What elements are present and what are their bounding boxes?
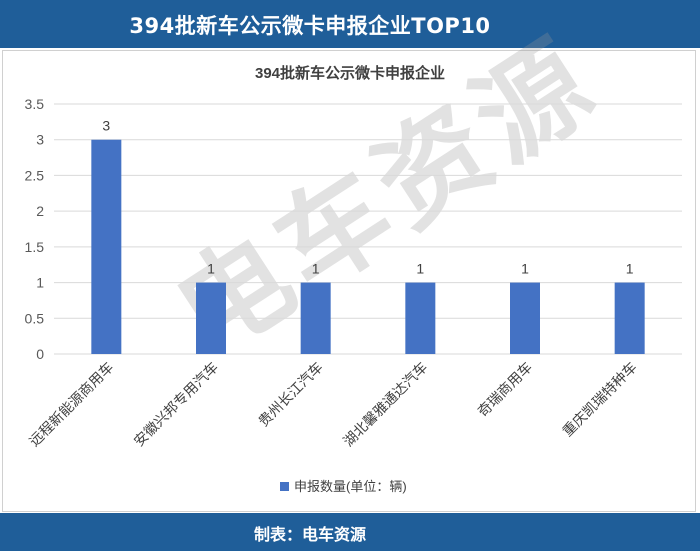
- gridlines: [54, 103, 682, 355]
- legend: 申报数量(单位：辆): [280, 479, 407, 494]
- data-labels: 3 1 1 1 1 1: [102, 118, 633, 277]
- bar: [614, 282, 645, 354]
- x-category-label: 安徽兴邦专用汽车: [131, 359, 222, 450]
- y-tick-label: 0.5: [25, 310, 45, 326]
- footer-banner: 制表：电车资源: [0, 513, 700, 551]
- y-tick-label: 2.5: [25, 167, 45, 183]
- footer-credit: 制表：电车资源: [253, 525, 366, 544]
- y-tick-label: 3: [36, 132, 44, 148]
- chart-title: 394批新车公示微卡申报企业: [255, 64, 445, 82]
- y-tick-label: 2: [36, 203, 44, 219]
- data-label: 1: [312, 261, 320, 277]
- y-axis: 0 0.5 1 1.5 2 2.5 3 3.5: [25, 96, 45, 362]
- bar: [405, 282, 436, 354]
- x-category-label: 奇瑞商用车: [474, 359, 536, 421]
- x-category-label: 远程新能源商用车: [26, 359, 117, 450]
- x-category-label: 湖北馨雅通达汽车: [340, 359, 431, 450]
- x-axis: 远程新能源商用车 安徽兴邦专用汽车 贵州长江汽车 湖北馨雅通达汽车 奇瑞商用车 重庆凯瑞特…: [26, 359, 641, 450]
- bar: [196, 282, 226, 354]
- bar-series: [91, 139, 645, 354]
- y-tick-label: 3.5: [25, 96, 45, 112]
- legend-label: 申报数量(单位：辆): [294, 479, 407, 494]
- bar: [300, 282, 331, 354]
- data-label: 3: [102, 118, 110, 134]
- legend-swatch: [280, 482, 289, 491]
- data-label: 1: [207, 261, 215, 277]
- data-label: 1: [416, 261, 424, 277]
- y-tick-label: 1.5: [25, 239, 45, 255]
- bar: [91, 139, 122, 354]
- y-tick-label: 1: [36, 275, 44, 291]
- bar: [510, 282, 540, 354]
- data-label: 1: [521, 261, 529, 277]
- x-category-label: 重庆凯瑞特种车: [559, 359, 640, 440]
- title-banner: 394批新车公示微卡申报企业TOP10: [0, 0, 700, 48]
- x-category-label: 贵州长江汽车: [255, 359, 326, 430]
- y-tick-label: 0: [36, 346, 44, 362]
- data-label: 1: [626, 261, 634, 277]
- banner-title: 394批新车公示微卡申报企业TOP10: [129, 14, 491, 38]
